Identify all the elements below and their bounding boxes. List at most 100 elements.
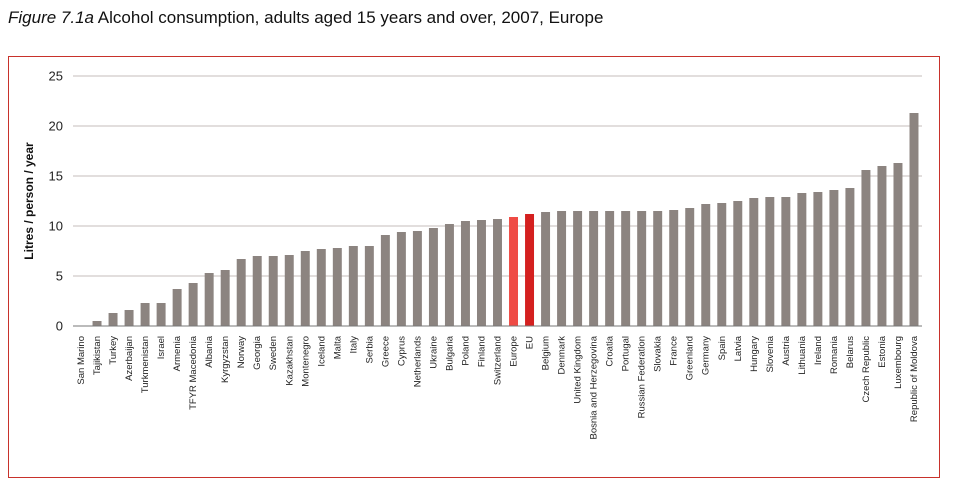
bar-spain bbox=[717, 203, 727, 326]
bar-turkmenistan bbox=[140, 303, 150, 326]
category-label: Finland bbox=[476, 336, 487, 367]
bar-denmark bbox=[557, 211, 567, 326]
category-label: Israel bbox=[156, 336, 167, 359]
category-label: Belarus bbox=[845, 336, 856, 368]
bar-bosnia-and-herzegovina bbox=[589, 211, 599, 326]
y-axis-ticks: 0 5 10 15 20 25 bbox=[49, 69, 63, 334]
category-label: Europe bbox=[509, 336, 520, 367]
category-labels: San Marino Tajikistan Turkey Azerbaijan Turk… bbox=[76, 335, 920, 439]
category-label: France bbox=[669, 336, 680, 366]
bar-europe bbox=[509, 217, 519, 326]
category-label: Slovakia bbox=[653, 335, 664, 372]
bar-israel bbox=[156, 303, 166, 326]
bar-italy bbox=[348, 246, 358, 326]
y-tick-label: 15 bbox=[49, 169, 63, 184]
category-label: Ukraine bbox=[428, 336, 439, 369]
category-label: EU bbox=[525, 336, 536, 349]
bar-latvia bbox=[733, 201, 743, 326]
category-label: Serbia bbox=[364, 335, 375, 363]
category-label: Estonia bbox=[877, 335, 888, 367]
bar-austria bbox=[781, 197, 791, 326]
y-axis-label: Litres / person / year bbox=[22, 142, 36, 260]
category-label: Tajikistan bbox=[92, 336, 103, 375]
bar-republic-of-moldova bbox=[909, 113, 919, 326]
category-label: Belgium bbox=[541, 336, 552, 370]
bar-united-kingdom bbox=[573, 211, 583, 326]
bar-turkey bbox=[108, 313, 118, 326]
category-label: Ireland bbox=[813, 336, 824, 365]
category-label: Turkey bbox=[108, 336, 119, 365]
bar-estonia bbox=[877, 166, 887, 326]
bar-tajikistan bbox=[92, 321, 102, 326]
category-label: Cyprus bbox=[396, 336, 407, 366]
bar-lithuania bbox=[797, 193, 807, 326]
bar-romania bbox=[829, 190, 839, 326]
category-label: Germany bbox=[701, 336, 712, 375]
chart-frame bbox=[8, 56, 940, 478]
category-label: Luxembourg bbox=[893, 336, 904, 389]
category-label: Bulgaria bbox=[444, 335, 455, 371]
bars bbox=[92, 113, 919, 326]
y-tick-label: 0 bbox=[56, 319, 63, 334]
category-label: Armenia bbox=[172, 335, 183, 371]
category-label: Italy bbox=[348, 336, 359, 354]
bar-georgia bbox=[252, 256, 262, 326]
bar-slovakia bbox=[653, 211, 663, 326]
bar-bulgaria bbox=[444, 224, 454, 326]
bar-hungary bbox=[749, 198, 759, 326]
bar-finland bbox=[476, 220, 486, 326]
category-label: Lithuania bbox=[797, 335, 808, 374]
bar-armenia bbox=[172, 289, 182, 326]
figure-title-text: Alcohol consumption, adults aged 15 year… bbox=[97, 8, 604, 27]
bar-switzerland bbox=[493, 219, 502, 326]
bar-luxembourg bbox=[893, 163, 903, 326]
y-tick-label: 25 bbox=[49, 69, 63, 84]
category-label: Russian Federation bbox=[637, 336, 648, 418]
bar-malta bbox=[332, 248, 342, 326]
bar-portugal bbox=[621, 211, 631, 326]
bar-germany bbox=[701, 204, 711, 326]
category-label: Netherlands bbox=[412, 336, 423, 387]
bar-netherlands bbox=[412, 231, 422, 326]
category-label: Sweden bbox=[268, 336, 279, 370]
category-label: Czech Republic bbox=[861, 336, 872, 403]
category-label: Kyrgyzstan bbox=[220, 336, 231, 383]
category-label: Bosnia and Herzegovina bbox=[589, 335, 600, 439]
category-label: Latvia bbox=[733, 335, 744, 361]
category-label: Austria bbox=[781, 335, 792, 365]
category-label: Malta bbox=[332, 335, 343, 359]
category-label: Spain bbox=[717, 336, 728, 360]
category-label: United Kingdom bbox=[573, 336, 584, 404]
category-label: Georgia bbox=[252, 335, 263, 370]
bar-belarus bbox=[845, 188, 855, 326]
category-label: Montenegro bbox=[300, 336, 311, 387]
category-label: Kazakhstan bbox=[284, 336, 295, 386]
category-label: Portugal bbox=[621, 336, 632, 371]
bar-kazakhstan bbox=[284, 255, 294, 326]
figure-label: Figure 7.1a bbox=[8, 8, 94, 27]
bar-iceland bbox=[316, 249, 326, 326]
bar-serbia bbox=[364, 246, 374, 326]
category-label: Romania bbox=[829, 335, 840, 374]
bar-croatia bbox=[605, 211, 615, 326]
bar-greece bbox=[380, 235, 390, 326]
bar-belgium bbox=[541, 212, 551, 326]
bar-montenegro bbox=[300, 251, 310, 326]
category-label: TFYR Macedonia bbox=[188, 335, 199, 410]
category-label: Switzerland bbox=[493, 336, 504, 385]
category-label: Turkmenistan bbox=[140, 336, 151, 393]
y-tick-label: 10 bbox=[49, 219, 63, 234]
bar-poland bbox=[460, 221, 470, 326]
category-label: Republic of Moldova bbox=[909, 335, 920, 422]
y-tick-label: 20 bbox=[49, 119, 63, 134]
bar-eu bbox=[525, 214, 535, 326]
category-label: Slovenia bbox=[765, 335, 776, 372]
category-label: Greenland bbox=[685, 336, 696, 380]
bar-russian-federation bbox=[637, 211, 647, 326]
bar-ukraine bbox=[428, 228, 438, 326]
category-label: Azerbaijan bbox=[124, 336, 135, 381]
bar-ireland bbox=[813, 192, 823, 326]
category-label: Greece bbox=[380, 336, 391, 367]
category-label: San Marino bbox=[76, 336, 87, 385]
